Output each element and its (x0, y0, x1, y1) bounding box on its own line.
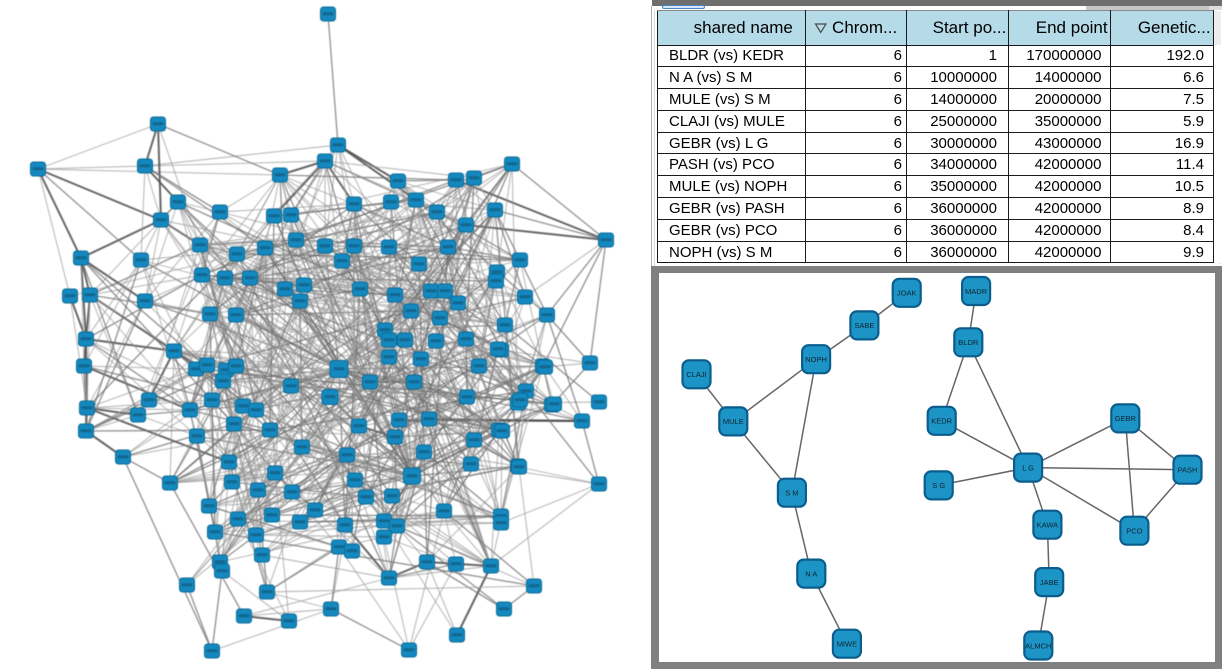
svg-text:MULE: MULE (723, 417, 744, 426)
svg-text:BLDR: BLDR (958, 338, 979, 347)
svg-text:MIWE: MIWE (837, 640, 857, 649)
svg-text:PCO: PCO (1126, 527, 1142, 536)
svg-text:PASH: PASH (1178, 466, 1198, 475)
svg-text:JOAK: JOAK (897, 289, 917, 298)
svg-text:MADR: MADR (965, 287, 988, 296)
svg-text:KAWA: KAWA (1037, 521, 1059, 530)
svg-text:S G: S G (932, 481, 945, 490)
svg-text:SABE: SABE (854, 321, 874, 330)
svg-text:L G: L G (1022, 463, 1034, 472)
svg-text:N A: N A (805, 569, 817, 578)
svg-text:NOPH: NOPH (805, 355, 827, 364)
svg-text:GEBR: GEBR (1115, 414, 1137, 423)
svg-text:S M: S M (785, 489, 798, 498)
svg-text:ALMCH: ALMCH (1025, 641, 1051, 650)
svg-text:JABE: JABE (1040, 578, 1059, 587)
svg-text:KEDR: KEDR (931, 417, 952, 426)
svg-text:CLAJI: CLAJI (686, 370, 706, 379)
